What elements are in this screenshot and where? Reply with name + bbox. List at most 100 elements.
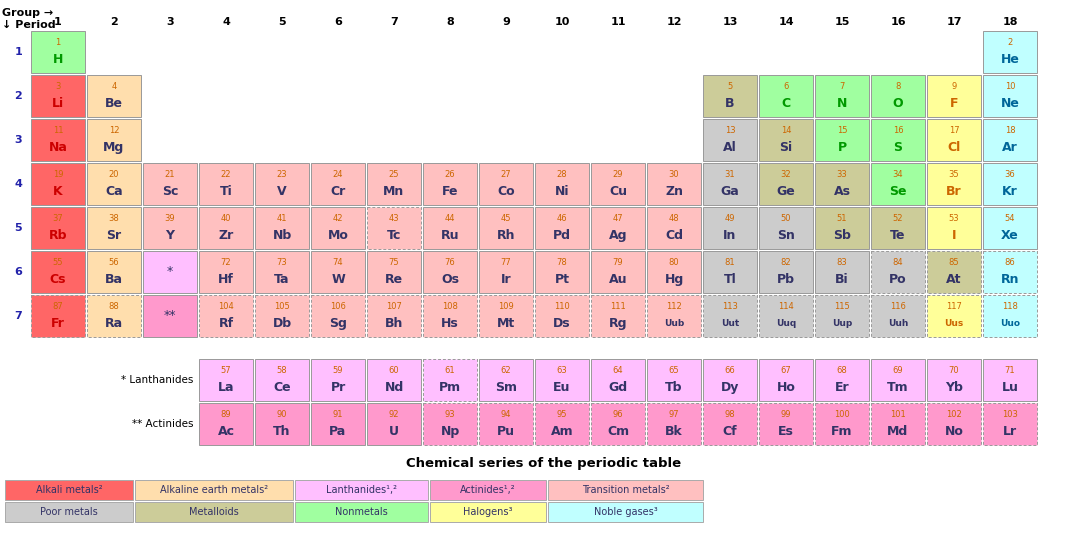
- Text: 15: 15: [834, 17, 850, 27]
- Bar: [367, 163, 421, 205]
- Text: Ar: Ar: [1002, 142, 1018, 154]
- Text: 42: 42: [333, 214, 343, 223]
- Text: Mg: Mg: [103, 142, 125, 154]
- Text: Y: Y: [165, 229, 174, 242]
- Text: 35: 35: [949, 170, 960, 179]
- Bar: [815, 163, 869, 205]
- Bar: [591, 207, 645, 249]
- Bar: [535, 403, 589, 445]
- Text: 3: 3: [166, 17, 174, 27]
- Bar: [87, 207, 141, 249]
- Text: Pd: Pd: [553, 229, 571, 242]
- Bar: [479, 251, 533, 293]
- Bar: [982, 163, 1037, 205]
- Text: Ba: Ba: [106, 273, 123, 287]
- Bar: [30, 295, 85, 337]
- Text: 18: 18: [1002, 17, 1017, 27]
- Bar: [647, 207, 701, 249]
- Text: B: B: [726, 98, 734, 110]
- Text: *: *: [166, 266, 173, 278]
- Text: 98: 98: [725, 410, 735, 419]
- Text: Pm: Pm: [438, 381, 461, 395]
- Text: Yb: Yb: [945, 381, 963, 395]
- Bar: [759, 403, 813, 445]
- Text: 97: 97: [669, 410, 679, 419]
- Bar: [759, 251, 813, 293]
- Bar: [548, 502, 703, 522]
- Text: 55: 55: [52, 258, 63, 267]
- Text: 69: 69: [892, 366, 903, 375]
- Bar: [548, 480, 703, 500]
- Text: 107: 107: [386, 302, 401, 311]
- Text: Pa: Pa: [330, 425, 347, 439]
- Text: 14: 14: [781, 126, 791, 135]
- Text: Ta: Ta: [274, 273, 289, 287]
- Bar: [871, 403, 925, 445]
- Text: Te: Te: [890, 229, 905, 242]
- Text: 105: 105: [274, 302, 289, 311]
- Text: 7: 7: [391, 17, 398, 27]
- Text: 23: 23: [276, 170, 287, 179]
- Bar: [295, 480, 428, 500]
- Text: ** Actinides: ** Actinides: [132, 419, 193, 429]
- Bar: [982, 207, 1037, 249]
- Text: Dy: Dy: [721, 381, 739, 395]
- Text: I: I: [952, 229, 956, 242]
- Bar: [423, 207, 477, 249]
- Text: 1: 1: [55, 38, 61, 47]
- Text: 102: 102: [947, 410, 962, 419]
- Bar: [535, 251, 589, 293]
- Text: 117: 117: [947, 302, 962, 311]
- Text: 81: 81: [725, 258, 735, 267]
- Text: 72: 72: [221, 258, 232, 267]
- Text: Rh: Rh: [497, 229, 516, 242]
- Text: Nb: Nb: [272, 229, 292, 242]
- Text: Sb: Sb: [833, 229, 851, 242]
- Text: 4: 4: [222, 17, 230, 27]
- Text: Transition metals²: Transition metals²: [582, 485, 669, 495]
- Text: 79: 79: [613, 258, 623, 267]
- Bar: [5, 502, 133, 522]
- Bar: [255, 207, 309, 249]
- Text: Am: Am: [551, 425, 573, 439]
- Text: 45: 45: [500, 214, 511, 223]
- Text: Na: Na: [49, 142, 67, 154]
- Text: 113: 113: [722, 302, 738, 311]
- Bar: [871, 359, 925, 401]
- Text: Co: Co: [497, 186, 515, 198]
- Bar: [199, 207, 254, 249]
- Text: 25: 25: [388, 170, 399, 179]
- Text: 12: 12: [666, 17, 682, 27]
- Bar: [479, 207, 533, 249]
- Text: 6: 6: [334, 17, 342, 27]
- Text: Es: Es: [778, 425, 794, 439]
- Bar: [255, 295, 309, 337]
- Text: 9: 9: [502, 17, 510, 27]
- Bar: [647, 359, 701, 401]
- Text: Bk: Bk: [665, 425, 683, 439]
- Bar: [423, 359, 477, 401]
- Bar: [430, 502, 546, 522]
- Bar: [311, 359, 364, 401]
- Bar: [5, 480, 133, 500]
- Bar: [311, 207, 364, 249]
- Bar: [982, 75, 1037, 117]
- Text: Uuq: Uuq: [776, 320, 796, 328]
- Text: Ra: Ra: [104, 317, 123, 331]
- Bar: [535, 163, 589, 205]
- Text: 4: 4: [14, 179, 22, 189]
- Text: Cr: Cr: [331, 186, 346, 198]
- Text: 104: 104: [218, 302, 234, 311]
- Text: Rf: Rf: [219, 317, 234, 331]
- Bar: [255, 403, 309, 445]
- Text: 53: 53: [949, 214, 960, 223]
- Bar: [703, 75, 757, 117]
- Text: 96: 96: [613, 410, 623, 419]
- Bar: [815, 295, 869, 337]
- Text: 52: 52: [893, 214, 903, 223]
- Text: 4: 4: [111, 82, 116, 91]
- Text: Re: Re: [385, 273, 403, 287]
- Text: Er: Er: [834, 381, 850, 395]
- Text: Nonmetals: Nonmetals: [335, 507, 388, 517]
- Text: Rb: Rb: [49, 229, 67, 242]
